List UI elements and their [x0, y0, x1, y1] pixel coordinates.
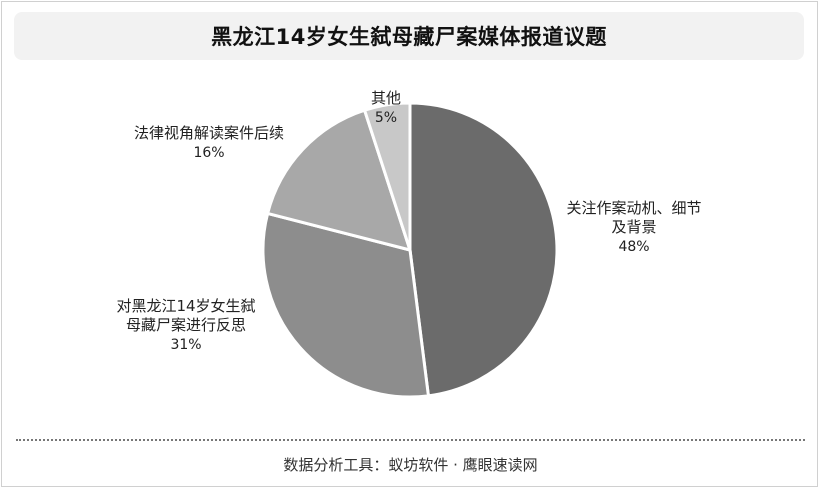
slice-percent-label: 48%: [618, 239, 649, 255]
pie-slice-1: [261, 211, 430, 399]
slice-category-label: 母藏尸案进行反思: [126, 316, 246, 334]
slice-label-3: 其他 5%: [371, 89, 401, 126]
pie-slice-3: [363, 101, 412, 252]
slice-category-label: 关注作案动机、细节: [566, 199, 701, 217]
slice-category-label: 及背景: [611, 218, 656, 236]
pie-slices: [261, 101, 559, 399]
slice-percent-label: 31%: [170, 337, 201, 353]
slice-category-label: 其他: [371, 89, 401, 107]
slice-category-label: 法律视角解读案件后续: [134, 124, 284, 142]
slice-percent-label: 16%: [193, 145, 224, 161]
chart-title: 黑龙江14岁女生弑母藏尸案媒体报道议题: [211, 25, 607, 49]
slice-category-label: 对黑龙江14岁女生弑: [116, 297, 255, 315]
footer-divider: [16, 439, 805, 441]
pie-slice-0: [408, 101, 559, 398]
footer-source: 数据分析工具：蚁坊软件 · 鹰眼速读网: [283, 456, 538, 474]
slice-percent-label: 5%: [375, 110, 397, 126]
title-bar: 黑龙江14岁女生弑母藏尸案媒体报道议题: [14, 12, 804, 60]
slice-label-2: 法律视角解读案件后续 16%: [134, 124, 284, 161]
